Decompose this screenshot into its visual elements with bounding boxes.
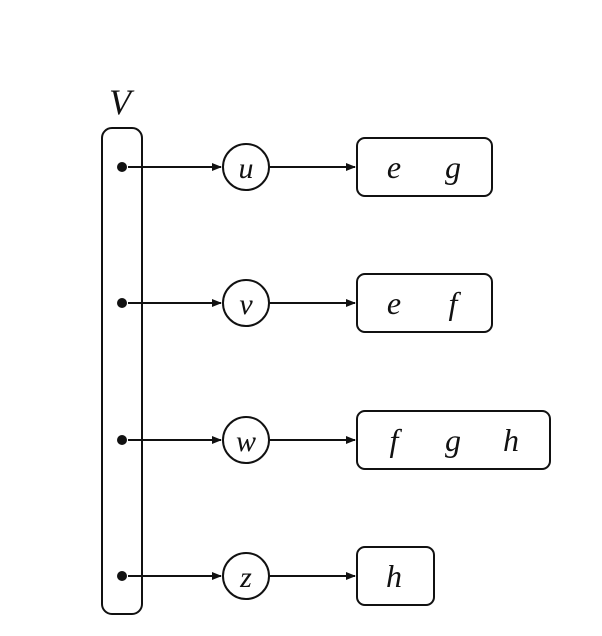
vertex-label-z: z (239, 561, 252, 594)
pointer-dot-v (117, 298, 127, 308)
adjacency-list-w (356, 410, 551, 470)
vertex-label-w: w (236, 425, 256, 458)
row-v: v e f (117, 273, 493, 333)
row-z: z h (117, 546, 435, 606)
pointer-dot-u (117, 162, 127, 172)
vertex-label-v: v (239, 288, 253, 321)
adjacency-list-z (356, 546, 435, 606)
adjacency-list-v (356, 273, 493, 333)
row-w: w f g h (117, 410, 551, 470)
list-item-u-1: g (445, 149, 461, 185)
set-label-v: V (109, 82, 135, 122)
pointer-dot-w (117, 435, 127, 445)
list-item-z-0: h (386, 558, 402, 594)
list-item-w-0: f (390, 422, 403, 458)
vertex-set-container (101, 127, 143, 615)
list-item-u-0: e (387, 149, 401, 185)
list-item-w-1: g (445, 422, 461, 458)
pointer-dot-z (117, 571, 127, 581)
list-item-v-1: f (449, 285, 462, 321)
vertex-label-u: u (239, 152, 254, 185)
list-item-v-0: e (387, 285, 401, 321)
adjacency-list-u (356, 137, 493, 197)
row-u: u e g (117, 137, 493, 197)
list-item-w-2: h (503, 422, 519, 458)
